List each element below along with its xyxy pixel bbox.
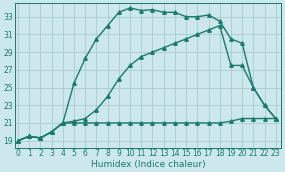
X-axis label: Humidex (Indice chaleur): Humidex (Indice chaleur): [91, 159, 205, 169]
